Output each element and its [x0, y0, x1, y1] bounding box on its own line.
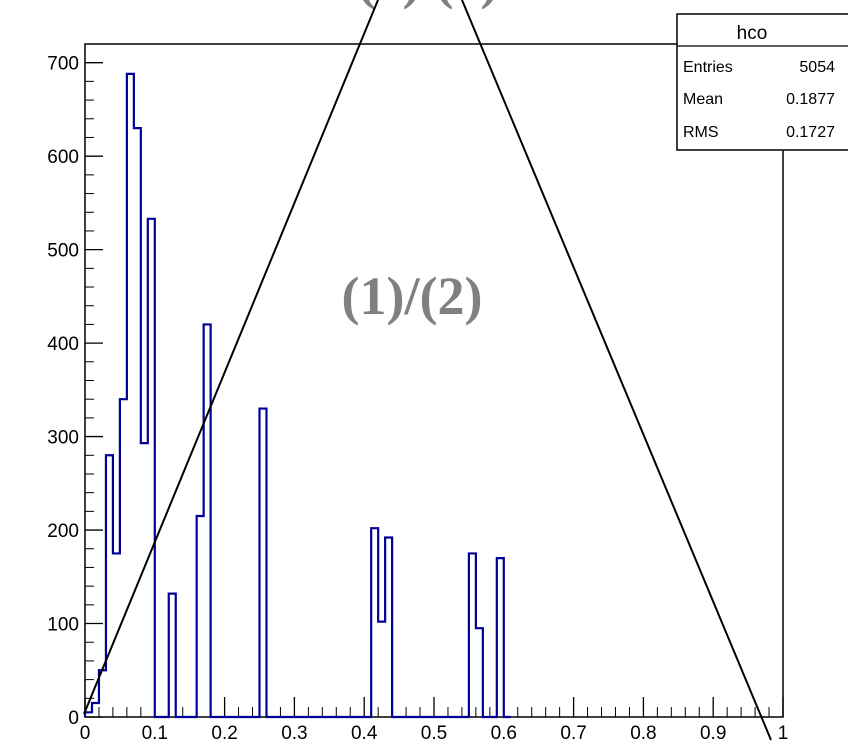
stats-box-title: hco	[737, 23, 768, 44]
x-axis: 0 0.1 0.2 0.3 0.4 0.5 0.6 0.7 0.8 0.9 1	[80, 697, 789, 744]
x-tick-label: 0.5	[421, 723, 447, 744]
stats-box-frame	[676, 13, 848, 151]
histogram-series-hco	[83, 72, 511, 719]
x-tick-label: 0.3	[281, 723, 307, 744]
x-tick-label: 0.6	[491, 723, 517, 744]
stats-rms-label: RMS	[683, 124, 719, 141]
y-tick-label: 200	[47, 521, 79, 542]
y-tick-label: 700	[47, 54, 79, 75]
overlay-label: (1)/(2)	[342, 266, 483, 326]
x-tick-label: 0	[80, 723, 91, 744]
overlay-annotation: (1)/(2) (1)/(2)	[83, 0, 772, 741]
stats-mean-value: 0.1877	[786, 91, 835, 108]
x-tick-label: 0.1	[142, 723, 168, 744]
stats-box: hco Entries 5054 Mean 0.1877 RMS 0.1727	[676, 13, 848, 151]
y-tick-label: 100	[47, 615, 79, 636]
y-tick-label: 500	[47, 241, 79, 262]
y-axis: 0 100 200 300 400 500 600 700	[47, 54, 103, 729]
stats-mean-label: Mean	[683, 91, 723, 108]
stats-entries-value: 5054	[799, 59, 835, 76]
x-tick-label: 0.9	[700, 723, 726, 744]
x-tick-label: 0.8	[630, 723, 656, 744]
y-tick-label: 0	[68, 708, 79, 729]
x-tick-label: 0.2	[211, 723, 237, 744]
y-tick-label: 300	[47, 428, 79, 449]
overlay-triangle	[83, 0, 772, 741]
y-tick-label: 400	[47, 334, 79, 355]
overlay-top-text: (1)/(2)	[358, 0, 499, 10]
y-tick-label: 600	[47, 147, 79, 168]
stats-entries-label: Entries	[683, 59, 733, 76]
x-tick-label: 1	[778, 723, 789, 744]
stats-rms-value: 0.1727	[786, 124, 835, 141]
x-tick-label: 0.7	[560, 723, 586, 744]
x-tick-label: 0.4	[351, 723, 378, 744]
